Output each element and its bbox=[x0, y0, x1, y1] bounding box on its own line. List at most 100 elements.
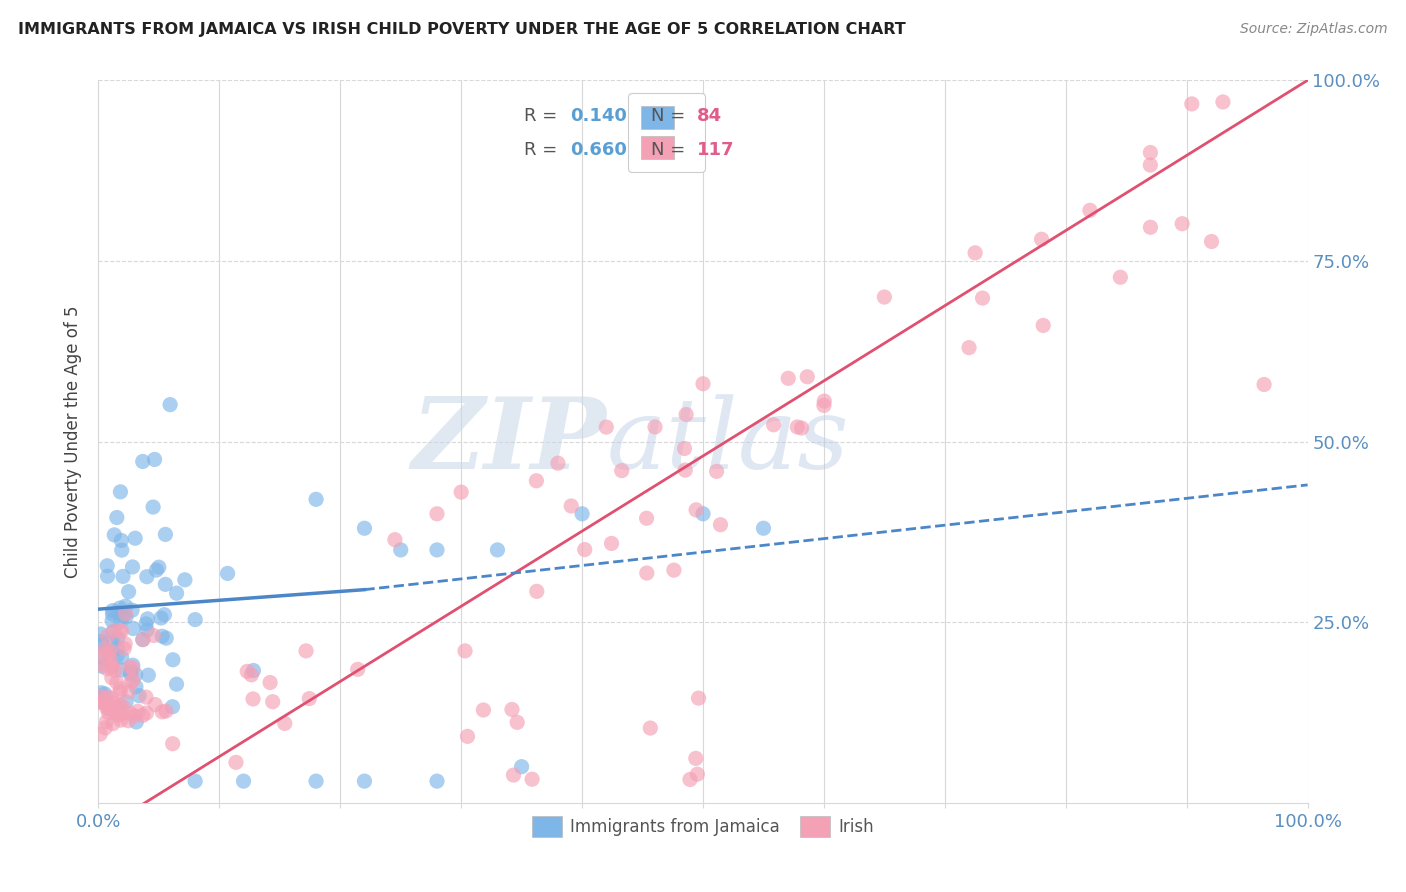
Point bbox=[117, 714, 139, 728]
Point bbox=[149, 611, 172, 625]
Point bbox=[1031, 232, 1053, 246]
Point bbox=[520, 772, 543, 787]
Point bbox=[262, 695, 284, 709]
Point bbox=[110, 484, 132, 499]
Point bbox=[706, 464, 728, 478]
Point bbox=[150, 629, 173, 643]
Point bbox=[96, 569, 118, 583]
Point bbox=[114, 607, 136, 621]
Point bbox=[101, 634, 124, 648]
Point bbox=[1109, 270, 1132, 285]
Point bbox=[135, 690, 157, 705]
Point bbox=[790, 421, 813, 435]
Point bbox=[122, 622, 145, 636]
Point bbox=[103, 624, 125, 639]
Point bbox=[105, 640, 128, 655]
Point bbox=[1032, 318, 1054, 333]
Point bbox=[110, 533, 132, 548]
Point bbox=[131, 632, 153, 647]
Point bbox=[166, 586, 188, 600]
Point bbox=[155, 577, 177, 591]
Y-axis label: Child Poverty Under the Age of 5: Child Poverty Under the Age of 5 bbox=[65, 305, 83, 578]
Point bbox=[96, 558, 118, 573]
Point bbox=[688, 691, 710, 706]
Point bbox=[1201, 235, 1223, 249]
Point bbox=[97, 701, 120, 715]
Point bbox=[91, 638, 114, 652]
Point bbox=[636, 511, 658, 525]
Point bbox=[93, 648, 115, 662]
Point bbox=[105, 605, 128, 619]
Point bbox=[101, 659, 124, 673]
Point bbox=[236, 665, 259, 679]
Text: ZIP: ZIP bbox=[412, 393, 606, 490]
Point bbox=[131, 708, 153, 723]
Point bbox=[644, 420, 666, 434]
Point bbox=[685, 503, 707, 517]
Point bbox=[259, 675, 281, 690]
Point bbox=[96, 629, 118, 643]
Point bbox=[90, 686, 112, 700]
Point bbox=[173, 573, 195, 587]
Point bbox=[107, 631, 129, 645]
Point bbox=[101, 716, 124, 731]
Point bbox=[162, 699, 184, 714]
Point bbox=[389, 542, 412, 557]
Point bbox=[454, 644, 477, 658]
Point bbox=[138, 668, 160, 682]
Point bbox=[91, 659, 114, 673]
Point bbox=[679, 772, 702, 787]
Point bbox=[101, 696, 124, 710]
Point bbox=[96, 714, 118, 729]
Point bbox=[965, 245, 987, 260]
Point bbox=[426, 542, 449, 557]
Text: 84: 84 bbox=[697, 107, 723, 126]
Point bbox=[135, 616, 157, 631]
Point bbox=[120, 667, 142, 681]
Point bbox=[686, 767, 709, 781]
Point bbox=[1171, 217, 1194, 231]
Point bbox=[135, 706, 157, 720]
Point bbox=[709, 517, 731, 532]
Point bbox=[155, 704, 177, 718]
Point bbox=[89, 690, 111, 704]
Point bbox=[1139, 158, 1161, 172]
Point bbox=[98, 651, 121, 665]
Point bbox=[101, 607, 124, 621]
Point bbox=[132, 632, 155, 647]
Point bbox=[98, 643, 121, 657]
Point bbox=[121, 603, 143, 617]
Point bbox=[125, 667, 148, 681]
Text: atlas: atlas bbox=[606, 394, 849, 489]
Point bbox=[110, 663, 132, 677]
Point bbox=[673, 463, 696, 477]
Point bbox=[142, 628, 165, 642]
Point bbox=[305, 774, 328, 789]
Point bbox=[595, 420, 617, 434]
Point bbox=[89, 727, 111, 741]
Point bbox=[124, 531, 146, 545]
Point bbox=[108, 601, 131, 615]
Point bbox=[96, 701, 118, 715]
Point bbox=[105, 648, 128, 663]
Point bbox=[662, 563, 685, 577]
Point bbox=[155, 631, 177, 645]
Point bbox=[162, 653, 184, 667]
Point bbox=[97, 646, 120, 660]
Point bbox=[96, 662, 118, 676]
Point bbox=[89, 695, 111, 709]
Point bbox=[353, 774, 375, 789]
Point bbox=[111, 706, 134, 721]
Point bbox=[232, 774, 254, 789]
Point bbox=[240, 668, 263, 682]
Point bbox=[353, 521, 375, 535]
Text: 0.660: 0.660 bbox=[569, 141, 627, 160]
Text: R =: R = bbox=[524, 141, 562, 160]
Point bbox=[426, 507, 449, 521]
Point bbox=[1181, 96, 1204, 111]
Point bbox=[90, 650, 112, 665]
Text: N =: N = bbox=[651, 107, 690, 126]
Point bbox=[295, 644, 318, 658]
Point bbox=[110, 681, 132, 696]
Point bbox=[100, 660, 122, 674]
